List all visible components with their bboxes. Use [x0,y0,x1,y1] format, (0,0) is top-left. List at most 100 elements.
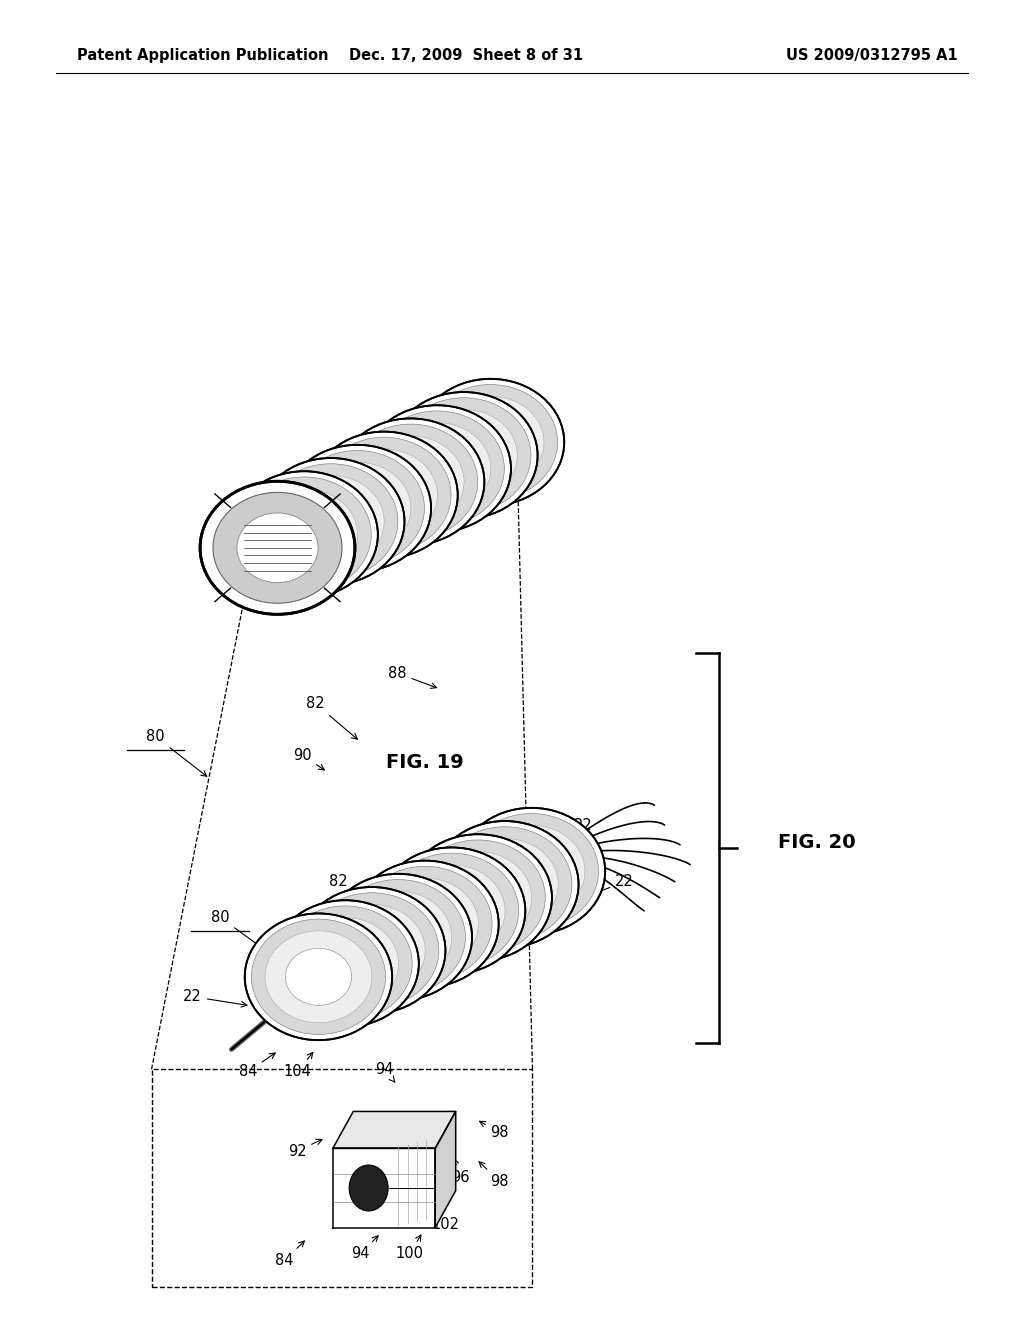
Ellipse shape [411,840,546,956]
Polygon shape [333,1111,456,1148]
Text: 22: 22 [588,874,634,896]
Text: 96: 96 [452,1159,470,1185]
Ellipse shape [423,384,558,500]
Ellipse shape [298,492,364,550]
Ellipse shape [404,440,470,498]
Ellipse shape [316,437,452,553]
Ellipse shape [345,891,452,983]
Ellipse shape [384,422,490,515]
Text: FIG. 20: FIG. 20 [778,833,856,851]
Bar [152,1069,532,1287]
Text: 82: 82 [329,874,381,921]
Ellipse shape [278,475,384,568]
Ellipse shape [310,432,458,558]
Ellipse shape [251,919,386,1035]
Text: 92: 92 [288,1139,322,1159]
Ellipse shape [390,392,538,519]
Text: US 2009/0312795 A1: US 2009/0312795 A1 [785,48,957,63]
Text: 94: 94 [351,1236,378,1262]
Text: 84: 84 [239,1053,275,1080]
Text: 22: 22 [551,817,593,853]
Ellipse shape [396,397,531,513]
Ellipse shape [337,418,484,545]
Ellipse shape [458,413,523,471]
Ellipse shape [230,471,378,598]
Ellipse shape [292,917,398,1010]
Ellipse shape [357,436,464,528]
Ellipse shape [210,490,345,606]
Ellipse shape [286,948,351,1006]
Ellipse shape [284,445,431,572]
Text: 84: 84 [275,1241,304,1269]
Ellipse shape [263,463,398,579]
Ellipse shape [464,813,599,929]
Ellipse shape [431,821,579,948]
Ellipse shape [351,861,499,987]
Ellipse shape [419,882,484,940]
Ellipse shape [298,887,445,1014]
Ellipse shape [237,513,318,582]
Text: Dec. 17, 2009  Sheet 8 of 31: Dec. 17, 2009 Sheet 8 of 31 [349,48,583,63]
Text: 86: 86 [245,973,271,998]
Ellipse shape [372,878,478,970]
Ellipse shape [204,484,351,611]
Ellipse shape [224,502,331,594]
Text: 22: 22 [183,989,247,1007]
Ellipse shape [370,411,505,527]
Ellipse shape [404,834,552,961]
Polygon shape [435,1111,456,1228]
Ellipse shape [257,458,404,585]
Ellipse shape [357,866,493,982]
Text: FIG. 19: FIG. 19 [386,754,464,772]
Ellipse shape [366,908,431,966]
Ellipse shape [351,466,417,524]
Polygon shape [333,1148,435,1228]
Ellipse shape [265,931,372,1023]
Text: 98: 98 [479,1121,509,1140]
Text: 94: 94 [375,1061,395,1082]
Ellipse shape [349,1166,388,1210]
Text: 100: 100 [395,1236,424,1262]
Text: 88: 88 [388,665,436,688]
Ellipse shape [417,379,564,506]
Ellipse shape [499,842,564,900]
Ellipse shape [271,900,419,1027]
Ellipse shape [384,853,519,969]
Ellipse shape [325,874,472,1001]
Ellipse shape [378,847,525,974]
Text: 104: 104 [283,1052,313,1080]
Ellipse shape [445,869,511,927]
Ellipse shape [312,935,378,993]
Ellipse shape [437,396,544,488]
Ellipse shape [245,913,392,1040]
Ellipse shape [290,450,425,566]
Ellipse shape [431,426,497,484]
Ellipse shape [425,851,531,944]
Text: Patent Application Publication: Patent Application Publication [77,48,329,63]
Text: 90: 90 [293,747,325,770]
Text: 102: 102 [431,1209,460,1233]
Text: 82: 82 [306,696,357,739]
Ellipse shape [213,492,342,603]
Ellipse shape [237,477,372,593]
Ellipse shape [331,879,466,995]
Ellipse shape [458,808,605,935]
Ellipse shape [271,506,337,564]
Ellipse shape [304,462,411,554]
Ellipse shape [325,479,390,537]
Ellipse shape [472,855,538,913]
Ellipse shape [304,892,439,1008]
Ellipse shape [339,921,404,979]
Text: 80: 80 [211,909,299,974]
Ellipse shape [478,825,585,917]
Ellipse shape [200,482,355,614]
Text: 90: 90 [308,937,340,958]
Ellipse shape [452,838,558,931]
Ellipse shape [331,449,437,541]
Text: 98: 98 [479,1162,509,1189]
Ellipse shape [364,405,511,532]
Ellipse shape [251,488,357,581]
Text: 80: 80 [146,729,207,776]
Ellipse shape [318,904,425,997]
Ellipse shape [411,409,517,502]
